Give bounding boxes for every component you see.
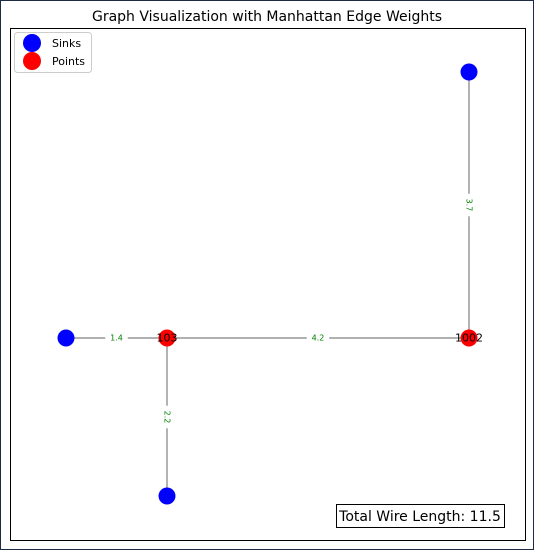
point-node: 1002	[455, 329, 483, 347]
node-marker	[158, 329, 176, 347]
edge: 3.7	[464, 72, 474, 338]
node-marker	[460, 63, 478, 81]
node-marker	[57, 329, 75, 347]
nodes-layer: 103 1002	[57, 63, 483, 505]
edge: 4.2	[167, 333, 469, 343]
total-wire-length-frame	[336, 504, 505, 528]
plot-frame	[10, 28, 526, 541]
edge-label-background	[464, 193, 474, 217]
edge-weight-label: 4.2	[312, 334, 325, 343]
edge-label-background	[162, 405, 172, 429]
edge: 1.4	[66, 333, 167, 343]
total-wire-length-box: Total Wire Length: 11.5	[336, 504, 505, 528]
chart-title: Graph Visualization with Manhattan Edge …	[92, 9, 442, 25]
node-marker	[460, 329, 478, 347]
sink-node	[460, 63, 478, 81]
total-wire-length-text: Total Wire Length: 11.5	[338, 509, 501, 525]
sink-node	[158, 487, 176, 505]
edges-layer: 1.4 4.2 3.7 2.2	[66, 72, 474, 496]
edge-label-background	[105, 333, 128, 343]
legend-sink-label: Sinks	[52, 37, 81, 50]
legend: Sinks Points	[14, 32, 92, 73]
edge-label-background	[306, 333, 330, 343]
sink-node	[57, 329, 75, 347]
legend-point-label: Points	[52, 55, 85, 68]
node-label: 103	[157, 332, 178, 345]
legend-point-marker	[23, 52, 41, 70]
edge-weight-label: 3.7	[465, 199, 474, 212]
point-node: 103	[157, 329, 178, 347]
node-marker	[158, 487, 176, 505]
edge: 2.2	[162, 338, 172, 496]
node-label: 1002	[455, 332, 483, 345]
legend-sink-marker	[23, 34, 41, 52]
edge-weight-label: 2.2	[163, 411, 172, 424]
edge-weight-label: 1.4	[110, 334, 123, 343]
